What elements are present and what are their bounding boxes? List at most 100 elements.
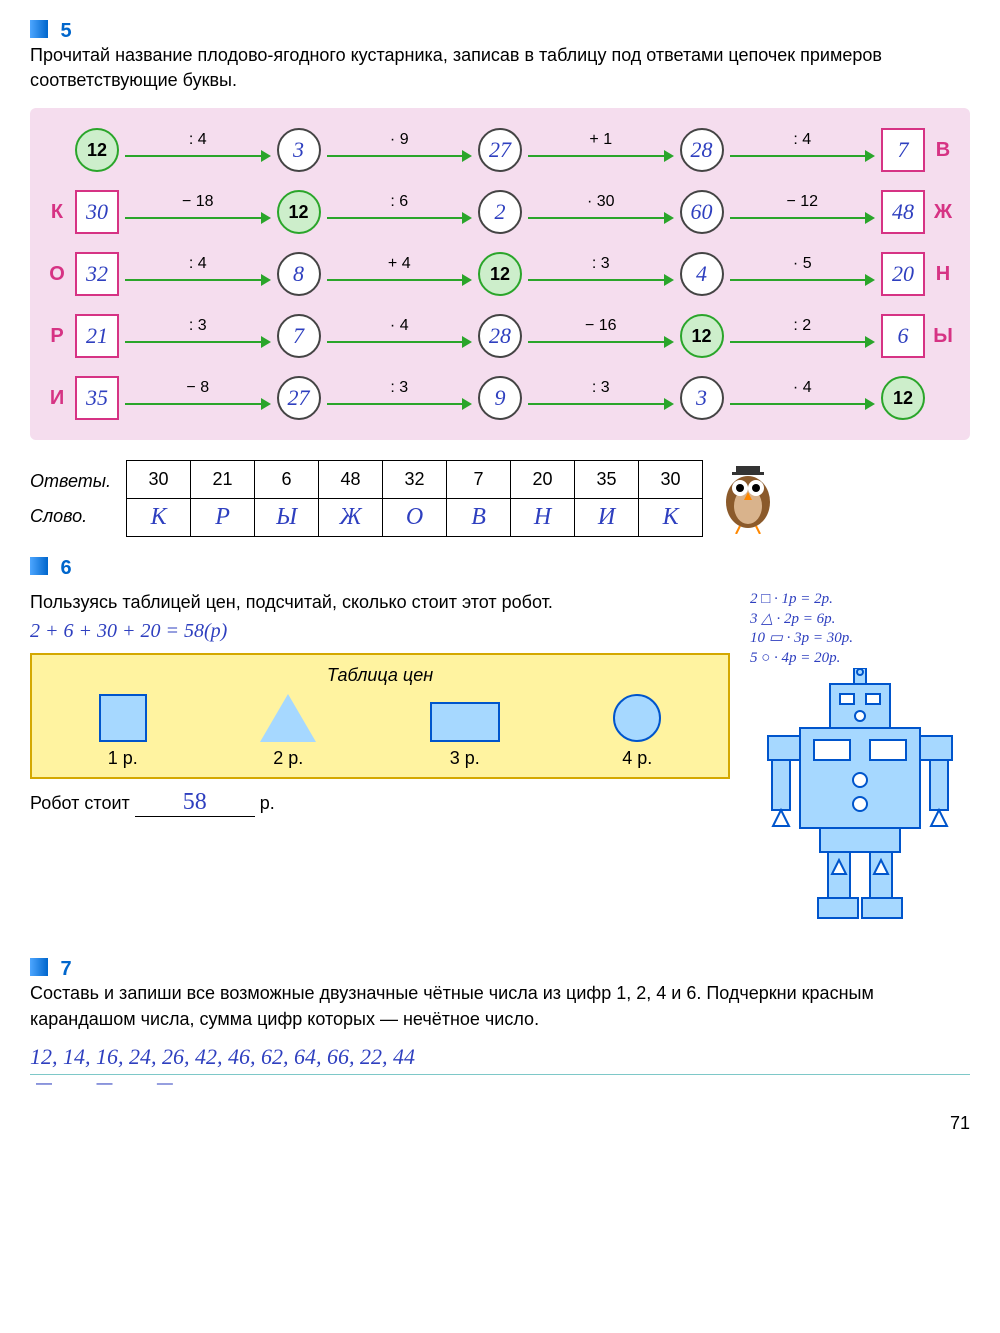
arrow-segment: : 3	[125, 321, 271, 351]
arrow-segment: : 6	[327, 197, 473, 227]
square-icon	[99, 694, 147, 742]
chain-row: К30− 1812: 62· 3060− 1248Ж	[45, 190, 955, 234]
arrow-segment: · 30	[528, 197, 674, 227]
answer-cell: 35	[575, 461, 639, 499]
white-cell: 27	[478, 128, 522, 172]
task-number: 7	[60, 958, 90, 981]
white-cell: 60	[680, 190, 724, 234]
row-label-left: К	[45, 201, 69, 224]
arrow-segment: : 2	[730, 321, 876, 351]
green-cell: 12	[478, 252, 522, 296]
arrow-segment: : 3	[528, 259, 674, 289]
white-cell: 9	[478, 376, 522, 420]
letter-cell: В	[447, 499, 511, 537]
white-cell: 8	[277, 252, 321, 296]
price-triangle: 2 р.	[260, 694, 316, 769]
white-cell: 2	[478, 190, 522, 234]
answer-section: Ответы. Слово. 3021648327203530 КРЫЖОВНИ…	[30, 460, 970, 537]
task-marker	[30, 557, 48, 575]
pink-cell: 6	[881, 314, 925, 358]
task-marker	[30, 958, 48, 976]
owl-icon	[718, 464, 778, 534]
arrow-segment: : 4	[125, 259, 271, 289]
green-cell: 12	[881, 376, 925, 420]
chains-container: 12: 43· 927+ 128: 47ВК30− 1812: 62· 3060…	[30, 108, 970, 440]
white-cell: 28	[680, 128, 724, 172]
pink-cell: 20	[881, 252, 925, 296]
arrow-segment: − 8	[125, 383, 271, 413]
chain-row: О32: 48+ 412: 34· 520Н	[45, 252, 955, 296]
arrow-segment: · 4	[730, 383, 876, 413]
task-marker	[30, 20, 48, 38]
answer-cell: 48	[319, 461, 383, 499]
arrow-segment: + 1	[528, 135, 674, 165]
arrow-segment: · 4	[327, 321, 473, 351]
arrow-segment: − 18	[125, 197, 271, 227]
answer-cell: 20	[511, 461, 575, 499]
row-label-right: В	[931, 139, 955, 162]
price-rectangle: 3 р.	[430, 702, 500, 769]
underline-marks: — — —	[36, 1075, 970, 1093]
word-label: Слово.	[30, 506, 111, 527]
pink-cell: 32	[75, 252, 119, 296]
letter-cell: Ж	[319, 499, 383, 537]
task-number: 5	[60, 20, 90, 43]
letter-cell: К	[639, 499, 703, 537]
chain-row: Р21: 37· 428− 1612: 26Ы	[45, 314, 955, 358]
arrow-segment: · 9	[327, 135, 473, 165]
price-circle: 4 р.	[613, 694, 661, 769]
pink-cell: 30	[75, 190, 119, 234]
row-label-left: Р	[45, 325, 69, 348]
pink-cell: 21	[75, 314, 119, 358]
task-text: Составь и запиши все возможные двузначны…	[30, 981, 910, 1031]
price-table: Таблица цен 1 р. 2 р. 3 р.	[30, 653, 730, 779]
handwritten-sum: 2 + 6 + 30 + 20 = 58(р)	[30, 620, 730, 643]
letter-cell: О	[383, 499, 447, 537]
chain-row: 12: 43· 927+ 128: 47В	[45, 128, 955, 172]
answer-cell: 32	[383, 461, 447, 499]
letter-cell: К	[127, 499, 191, 537]
pink-cell: 35	[75, 376, 119, 420]
exercise-7: 7 Составь и запиши все возможные двузнач…	[30, 958, 970, 1092]
rectangle-icon	[430, 702, 500, 742]
white-cell: 3	[680, 376, 724, 420]
letter-cell: И	[575, 499, 639, 537]
answer-cell: 21	[191, 461, 255, 499]
white-cell: 27	[277, 376, 321, 420]
task-number: 6	[60, 557, 90, 580]
white-cell: 4	[680, 252, 724, 296]
chain-row: И35− 827: 39: 33· 412	[45, 376, 955, 420]
letter-cell: Р	[191, 499, 255, 537]
side-calculations: 2 □ · 1р = 2р.3 △ · 2р = 6р.10 ▭ · 3р = …	[750, 590, 970, 668]
arrow-segment: · 5	[730, 259, 876, 289]
answers-row: 3021648327203530	[127, 461, 703, 499]
arrow-segment: + 4	[327, 259, 473, 289]
task-text: Пользуясь таблицей цен, подсчитай, сколь…	[30, 590, 553, 615]
white-cell: 3	[277, 128, 321, 172]
answer-table: 3021648327203530 КРЫЖОВНИК	[126, 460, 703, 537]
letter-cell: Н	[511, 499, 575, 537]
arrow-segment: : 4	[125, 135, 271, 165]
exercise-6: 6 Пользуясь таблицей цен, подсчитай, ско…	[30, 557, 970, 933]
exercise-5: 5 Прочитай название плодово-ягодного кус…	[30, 20, 970, 537]
arrow-segment: − 16	[528, 321, 674, 351]
price-square: 1 р.	[99, 694, 147, 769]
price-table-title: Таблица цен	[52, 665, 708, 686]
arrow-segment: − 12	[730, 197, 876, 227]
result-value: 58	[135, 789, 255, 817]
answer-cell: 7	[447, 461, 511, 499]
row-label-right: Ы	[931, 325, 955, 348]
arrow-segment: : 4	[730, 135, 876, 165]
triangle-icon	[260, 694, 316, 742]
pink-cell: 7	[881, 128, 925, 172]
pink-cell: 48	[881, 190, 925, 234]
letters-row: КРЫЖОВНИК	[127, 499, 703, 537]
answer-line: 12, 14, 16, 24, 26, 42, 46, 62, 64, 66, …	[30, 1040, 970, 1075]
green-cell: 12	[277, 190, 321, 234]
row-label-right: Н	[931, 263, 955, 286]
task-text: Прочитай название плодово-ягодного куста…	[30, 43, 910, 93]
circle-icon	[613, 694, 661, 742]
white-cell: 28	[478, 314, 522, 358]
answer-cell: 6	[255, 461, 319, 499]
green-cell: 12	[75, 128, 119, 172]
